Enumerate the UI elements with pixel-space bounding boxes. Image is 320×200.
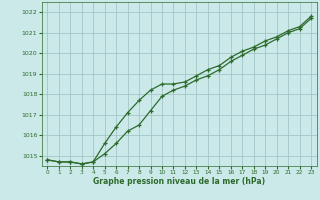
- X-axis label: Graphe pression niveau de la mer (hPa): Graphe pression niveau de la mer (hPa): [93, 177, 265, 186]
